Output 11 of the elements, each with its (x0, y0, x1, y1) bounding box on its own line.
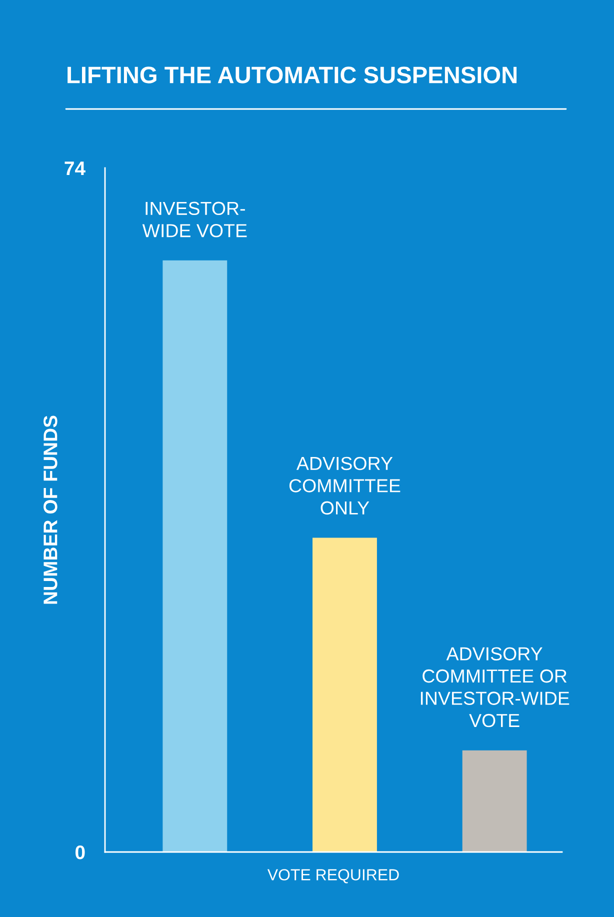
x-tick-label: INVESTOR- WIDE VOTE (142, 202, 247, 238)
x-tick-label: ADVISORY COMMITTEE OR INVESTOR-WIDE VOTE (420, 647, 570, 728)
y-tick-label: 0 (76, 845, 85, 860)
y-tick-label: 74 (64, 162, 86, 176)
bar (312, 538, 377, 852)
x-axis-title: VOTE REQUIRED (267, 869, 399, 884)
bar (162, 260, 228, 852)
x-tick-label: ADVISORY COMMITTEE ONLY (289, 456, 400, 515)
bar (462, 750, 527, 852)
y-axis-title: NUMBER OF FUNDS (44, 416, 58, 604)
chart-title: LIFTING THE AUTOMATIC SUSPENSION (68, 66, 517, 84)
